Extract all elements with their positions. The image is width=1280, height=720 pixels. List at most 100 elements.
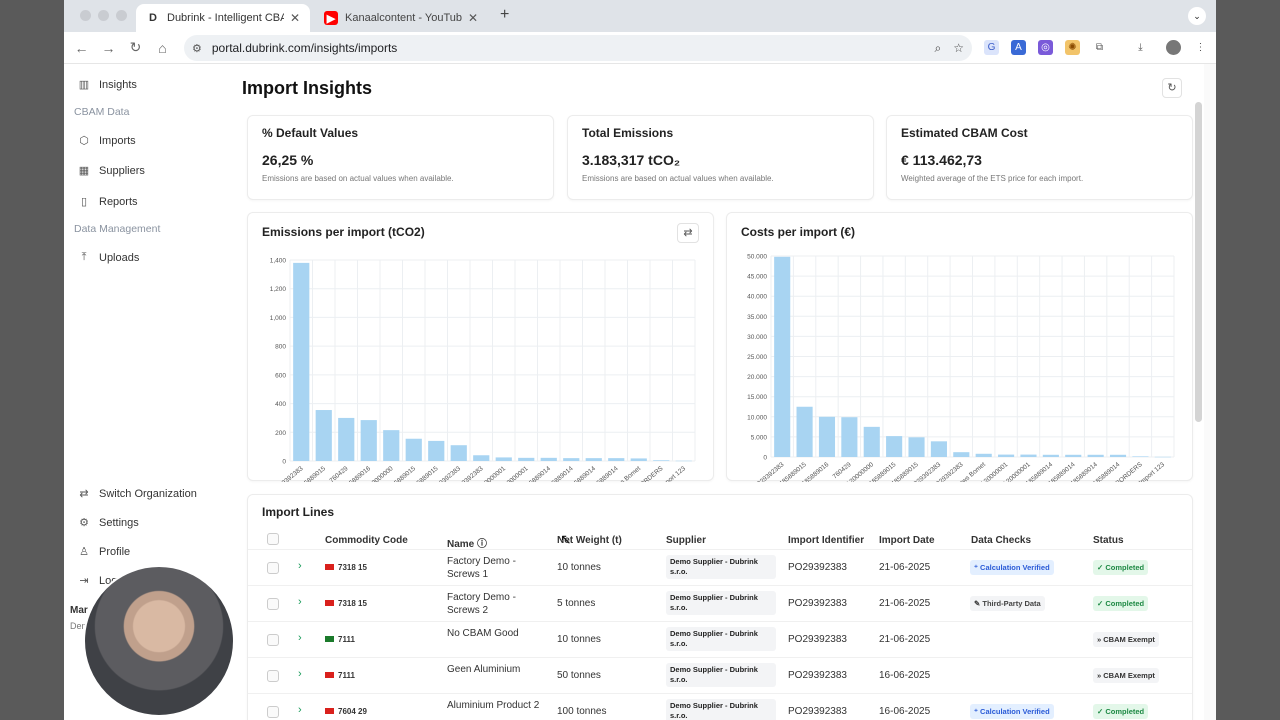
import-identifier-cell: PO29392383 [788,634,847,645]
row-checkbox[interactable] [267,562,279,574]
y-tick-label: 40.000 [747,294,767,301]
bar [338,417,355,461]
refresh-icon[interactable]: ↻ [1162,78,1182,98]
sidebar-item-insights[interactable]: ▥ Insights [78,78,137,92]
kpi-title: Total Emissions [582,126,674,140]
data-check-badge: ⁺ Calculation Verified [970,560,1054,575]
tab-search-chevron-icon[interactable]: ⌄ [1188,7,1206,25]
status-badge: » CBAM Exempt [1093,668,1159,683]
extension-purple-icon[interactable]: ◎ [1038,40,1053,55]
table-row[interactable]: › 7318 15 Factory Demo - Screws 1 10 tonnes… [248,549,1192,585]
row-checkbox[interactable] [267,706,279,718]
row-checkbox[interactable] [267,598,279,610]
tab-dubrink[interactable]: D Dubrink - Intelligent CBAM Pl ✕ [136,4,310,32]
download-icon[interactable]: ⤓ [1138,42,1143,53]
browser-menu-kebab-icon[interactable]: ⋮ [1195,42,1206,53]
expand-chevron-icon[interactable]: › [298,632,302,644]
header-supplier[interactable]: Supplier [666,535,707,546]
zoom-window-button[interactable] [116,10,127,21]
row-checkbox[interactable] [267,670,279,682]
swap-arrows-icon[interactable]: ⇄ [677,223,699,243]
expand-chevron-icon[interactable]: › [298,704,302,716]
table-row[interactable]: › 7111 Geen Aluminium 50 tonnes Demo Supplie… [248,657,1192,693]
expand-chevron-icon[interactable]: › [298,560,302,572]
close-window-button[interactable] [80,10,91,21]
net-weight-cell: 10 tonnes [557,562,601,573]
table-row[interactable]: › 7318 15 Factory Demo - Screws 2 5 tonnes D… [248,585,1192,621]
sidebar-item-uploads[interactable]: ⤒ Uploads [78,251,140,264]
supplier-chip[interactable]: Demo Supplier - Dubrink s.r.o. [666,663,776,687]
close-tab-icon[interactable]: ✕ [467,11,478,25]
bar [1154,456,1171,458]
bar [428,440,445,461]
expand-chevron-icon[interactable]: › [298,596,302,608]
sidebar-item-settings[interactable]: ⚙ Settings [78,516,139,530]
extensions-puzzle-icon[interactable]: ⧉ [1095,42,1104,53]
sidebar-item-switch-organization[interactable]: ⇄ Switch Organization [78,487,196,501]
site-info-icon[interactable]: ⚙ [192,42,202,55]
import-identifier-cell: PO29392383 [788,670,847,681]
header-import-date[interactable]: Import Date [879,535,935,546]
y-tick-label: 200 [275,430,286,437]
sidebar-item-imports[interactable]: ⬡ Imports [78,134,136,148]
header-name[interactable]: Name ⓘ [447,539,488,550]
vertical-scrollbar[interactable] [1195,102,1202,422]
y-tick-label: 0 [763,455,767,462]
zoom-magnifier-icon[interactable]: ⌕ [934,40,942,55]
close-tab-icon[interactable]: ✕ [289,11,300,25]
table-row[interactable]: › 7604 29 Aluminium Product 2 100 tonnes Dem… [248,693,1192,720]
bar [563,458,580,461]
costs-chart-card: Costs per import (€) 0 5.000 10.000 15.000 2… [726,212,1193,482]
extension-sun-icon[interactable]: ✺ [1065,40,1080,55]
extension-blue-icon[interactable]: A [1011,40,1026,55]
header-commodity-code[interactable]: Commodity Code [325,535,408,546]
y-tick-label: 25.000 [747,354,767,361]
country-flag-icon [325,708,334,715]
table-title: Import Lines [262,505,335,519]
supplier-chip[interactable]: Demo Supplier - Dubrink s.r.o. [666,699,776,720]
tab-youtube-studio[interactable]: ▶ Kanaalcontent - YouTube Stud ✕ [314,4,488,32]
header-data-checks[interactable]: Data Checks [971,535,1032,546]
kpi-description: Emissions are based on actual values whe… [262,174,454,183]
forward-arrow-icon[interactable]: → [101,39,116,56]
minimize-window-button[interactable] [98,10,109,21]
sidebar-item-profile[interactable]: ♙ Profile [78,545,130,559]
row-checkbox[interactable] [267,634,279,646]
table-row[interactable]: › 7111 No CBAM Good 10 tonnes Demo Supplier … [248,621,1192,657]
supplier-chip[interactable]: Demo Supplier - Dubrink s.r.o. [666,627,776,651]
address-bar[interactable]: ⚙ portal.dubrink.com/insights/imports ⌕ … [184,35,972,61]
header-net-weight[interactable]: Net Weight (t) [557,535,622,546]
sidebar-item-reports[interactable]: ▯ Reports [78,195,138,209]
bar-chart-icon: ▥ [78,79,90,91]
supplier-chip[interactable]: Demo Supplier - Dubrink s.r.o. [666,591,776,615]
profile-avatar-icon[interactable] [1166,40,1181,55]
new-tab-plus-icon[interactable]: + [500,6,510,23]
commodity-code: 7111 [338,671,355,680]
reload-icon[interactable]: ↻ [129,39,142,55]
status-badge: ✓ Completed [1093,704,1149,719]
bar [360,420,377,461]
bar [405,438,422,461]
import-date-cell: 16-06-2025 [879,670,931,681]
bar [1109,454,1127,457]
expand-chevron-icon[interactable]: › [298,668,302,680]
gear-icon: ⚙ [79,517,89,529]
name-cell: Factory Demo - Screws 1 [447,556,516,580]
x-tick-label: Import 123 [1138,461,1167,482]
home-icon[interactable]: ⌂ [158,39,167,56]
import-date-cell: 21-06-2025 [879,598,931,609]
x-tick-label: PO29392383 [271,465,305,482]
translate-extension-icon[interactable]: G [984,40,999,55]
select-all-checkbox[interactable] [267,533,279,545]
sidebar-item-suppliers[interactable]: ▦ Suppliers [78,164,145,178]
bar [608,458,625,461]
back-arrow-icon[interactable]: ← [74,39,89,56]
country-flag-icon [325,564,334,571]
bookmark-star-icon[interactable]: ☆ [953,41,964,55]
supplier-chip[interactable]: Demo Supplier - Dubrink s.r.o. [666,555,776,579]
header-status[interactable]: Status [1093,535,1124,546]
import-identifier-cell: PO29392383 [788,598,847,609]
header-import-identifier[interactable]: Import Identifier [788,535,865,546]
bar [383,430,400,461]
y-tick-label: 1,400 [270,258,287,265]
